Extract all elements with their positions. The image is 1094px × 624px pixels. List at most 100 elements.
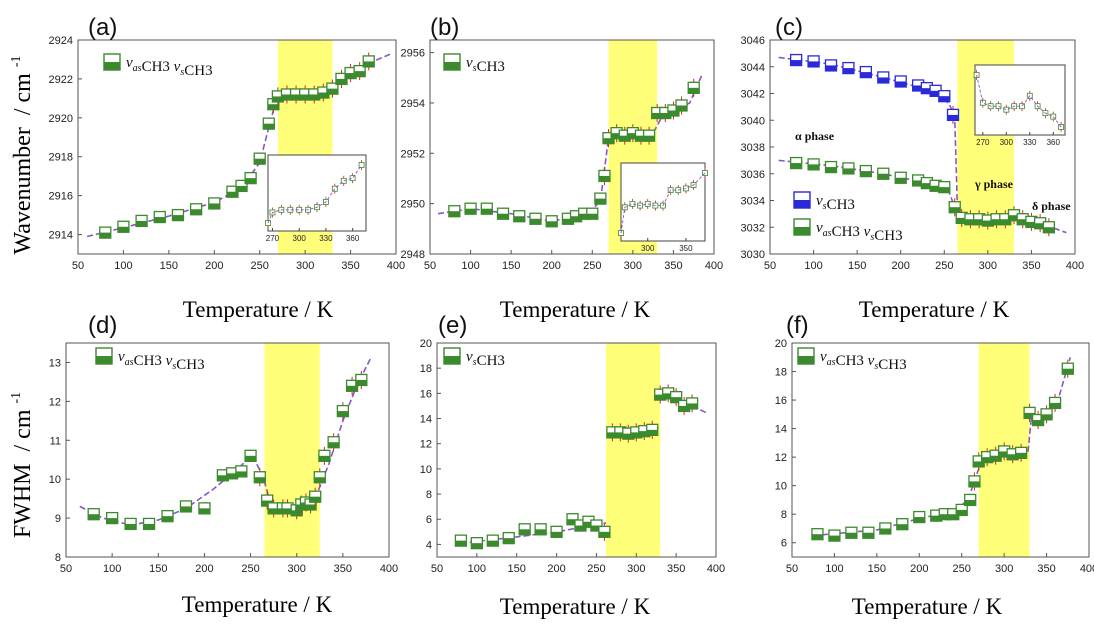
panel-e-ytick-label: 16 xyxy=(420,388,432,400)
panel-f: 50 100 150 200 250 300 350 400 6 8 10 12 14 16 18 20(f)… xyxy=(775,312,1094,575)
panel-a-point xyxy=(189,203,203,216)
panel-f-point xyxy=(879,522,892,535)
panel-e-point-fill xyxy=(654,394,666,401)
panel-c-xtick-label: 100 xyxy=(804,260,822,272)
panel-e-ytick-label: 8 xyxy=(426,489,432,501)
panel-a-ytick-label: 2920 xyxy=(49,113,73,125)
panel-e-point-fill xyxy=(686,403,698,409)
panel-e-xtick-label: 250 xyxy=(587,563,605,575)
panel-a-point-fill xyxy=(263,123,275,130)
panel-a-point-fill xyxy=(154,217,166,223)
panels-group: 50 100 150 200 250 300 350 400 2914 2916 2918 2920 2… xyxy=(49,14,1094,575)
panel-a-xtick-label: 250 xyxy=(251,260,269,272)
panel-e-xtick-label: 300 xyxy=(627,563,645,575)
panel-a-point-fill xyxy=(317,92,329,99)
panel-b-point-fill xyxy=(465,208,477,215)
panel-e-point-fill xyxy=(519,529,531,535)
panel-f-point xyxy=(1014,446,1028,460)
panel-d-ytick-label: 8 xyxy=(55,552,61,564)
panel-c-point-fill xyxy=(790,163,802,169)
panel-c-point xyxy=(842,61,855,75)
panel-e-point xyxy=(534,523,547,536)
panel-d-point xyxy=(235,465,248,478)
panel-b-point xyxy=(687,81,700,94)
panel-b-point xyxy=(675,99,688,112)
panel-a-point xyxy=(362,55,375,68)
panel-f-point-fill xyxy=(1062,368,1074,375)
panel-b-legend-marker xyxy=(443,53,461,71)
panel-e-ytick-label: 10 xyxy=(420,464,432,476)
panel-c-point xyxy=(938,180,951,194)
panel-f-point-fill xyxy=(845,532,857,539)
panel-c-ytick-label: 3042 xyxy=(741,89,765,101)
panel-b-point-fill xyxy=(603,138,615,144)
panel-d-point xyxy=(318,449,331,462)
panel-b-inset-point xyxy=(629,200,636,207)
panel-b-inset-xtick-label: 300 xyxy=(641,244,655,253)
panel-f-point xyxy=(1048,396,1062,410)
panel-c-point xyxy=(859,65,873,79)
panel-f-legend-label: νasCH3 νsCH3 xyxy=(820,349,907,373)
panel-f-legend-marker xyxy=(797,347,815,365)
panel-e-xtick-label: 400 xyxy=(707,563,725,575)
panel-b-inset: 300 350 xyxy=(618,162,708,253)
panel-b-inset-point xyxy=(683,185,689,192)
panel-c-point-fill xyxy=(999,219,1011,225)
panel-f-point-fill xyxy=(913,517,925,523)
panel-a-legend-marker xyxy=(103,53,121,71)
panel-b-point-fill xyxy=(594,198,606,205)
panel-d-xtick-label: 100 xyxy=(103,563,121,575)
panel-c-inset-xtick-label: 300 xyxy=(1000,138,1014,147)
panel-f-xtick-label: 400 xyxy=(1080,563,1094,575)
panel-c-point-fill xyxy=(825,65,837,71)
panel-f-point-fill xyxy=(964,499,976,506)
panel-e-point-fill xyxy=(455,540,467,547)
panel-c-point-fill xyxy=(842,68,854,74)
panel-b-xtick-label: 100 xyxy=(461,260,479,272)
panel-c-point-fill xyxy=(895,177,907,184)
panel-c-legend-label: νasCH3 νsCH3 xyxy=(816,220,903,244)
panel-e-point-fill xyxy=(471,543,483,549)
panel-b-ytick-label: 2948 xyxy=(401,249,425,261)
panel-a-legend-label: νasCH3 νsCH3 xyxy=(126,55,213,79)
panel-c-annotation: γ phase xyxy=(974,177,1014,191)
panel-e-point-fill xyxy=(487,540,499,547)
panel-b-point xyxy=(448,205,461,218)
panel-d-point xyxy=(261,494,274,507)
panel-b-ytick-label: 2956 xyxy=(401,48,425,60)
panel-c: 50 100 150 200 250 300 350 400 3030 3032 3034 3036 3… xyxy=(741,14,1085,272)
panel-a-point xyxy=(326,82,339,95)
panel-f-ytick-label: 14 xyxy=(775,424,787,436)
panel-d-point-fill xyxy=(198,508,210,514)
panel-e: 50 100 150 200 250 300 350 400 4 6 8 10 12 14 16 18 20 (e… xyxy=(420,312,725,575)
panel-f-ytick-label: 20 xyxy=(775,338,787,350)
panel-f-frame xyxy=(791,342,1090,558)
panel-a-point xyxy=(171,208,185,222)
panel-d-point xyxy=(336,404,350,418)
panel-e-ytick-label: 14 xyxy=(420,414,432,426)
panel-c-point-fill xyxy=(877,77,889,83)
panel-a-point xyxy=(244,171,257,185)
panel-a-point-fill xyxy=(354,71,366,77)
panel-c-xtick-label: 350 xyxy=(1022,260,1040,272)
panel-d-legend-marker xyxy=(95,347,113,365)
panel-f-point-fill xyxy=(1015,452,1027,459)
panel-c-legend-label: νsCH3 xyxy=(816,193,855,213)
panel-a-ytick-label: 2922 xyxy=(49,74,73,86)
panel-a-point-fill xyxy=(245,178,257,184)
panel-a-point xyxy=(153,210,166,224)
panel-a-point-fill xyxy=(117,226,129,233)
panel-c-point-fill xyxy=(1025,221,1037,228)
panel-a-point-fill xyxy=(363,61,375,67)
panel-d-point-fill xyxy=(261,500,273,507)
panel-a-inset-xtick-label: 300 xyxy=(293,234,307,243)
panel-f-point-fill xyxy=(1032,420,1044,426)
panel-c-legend-fill xyxy=(794,200,810,208)
panel-e-point xyxy=(470,537,484,550)
panel-e-point-fill xyxy=(582,521,594,528)
panel-f-point-fill xyxy=(1049,402,1061,409)
panel-a-legend-fill xyxy=(104,62,120,70)
panel-d-frame xyxy=(65,342,390,558)
panel-f-point-fill xyxy=(828,535,840,542)
panel-e-letter: (e) xyxy=(438,312,467,339)
